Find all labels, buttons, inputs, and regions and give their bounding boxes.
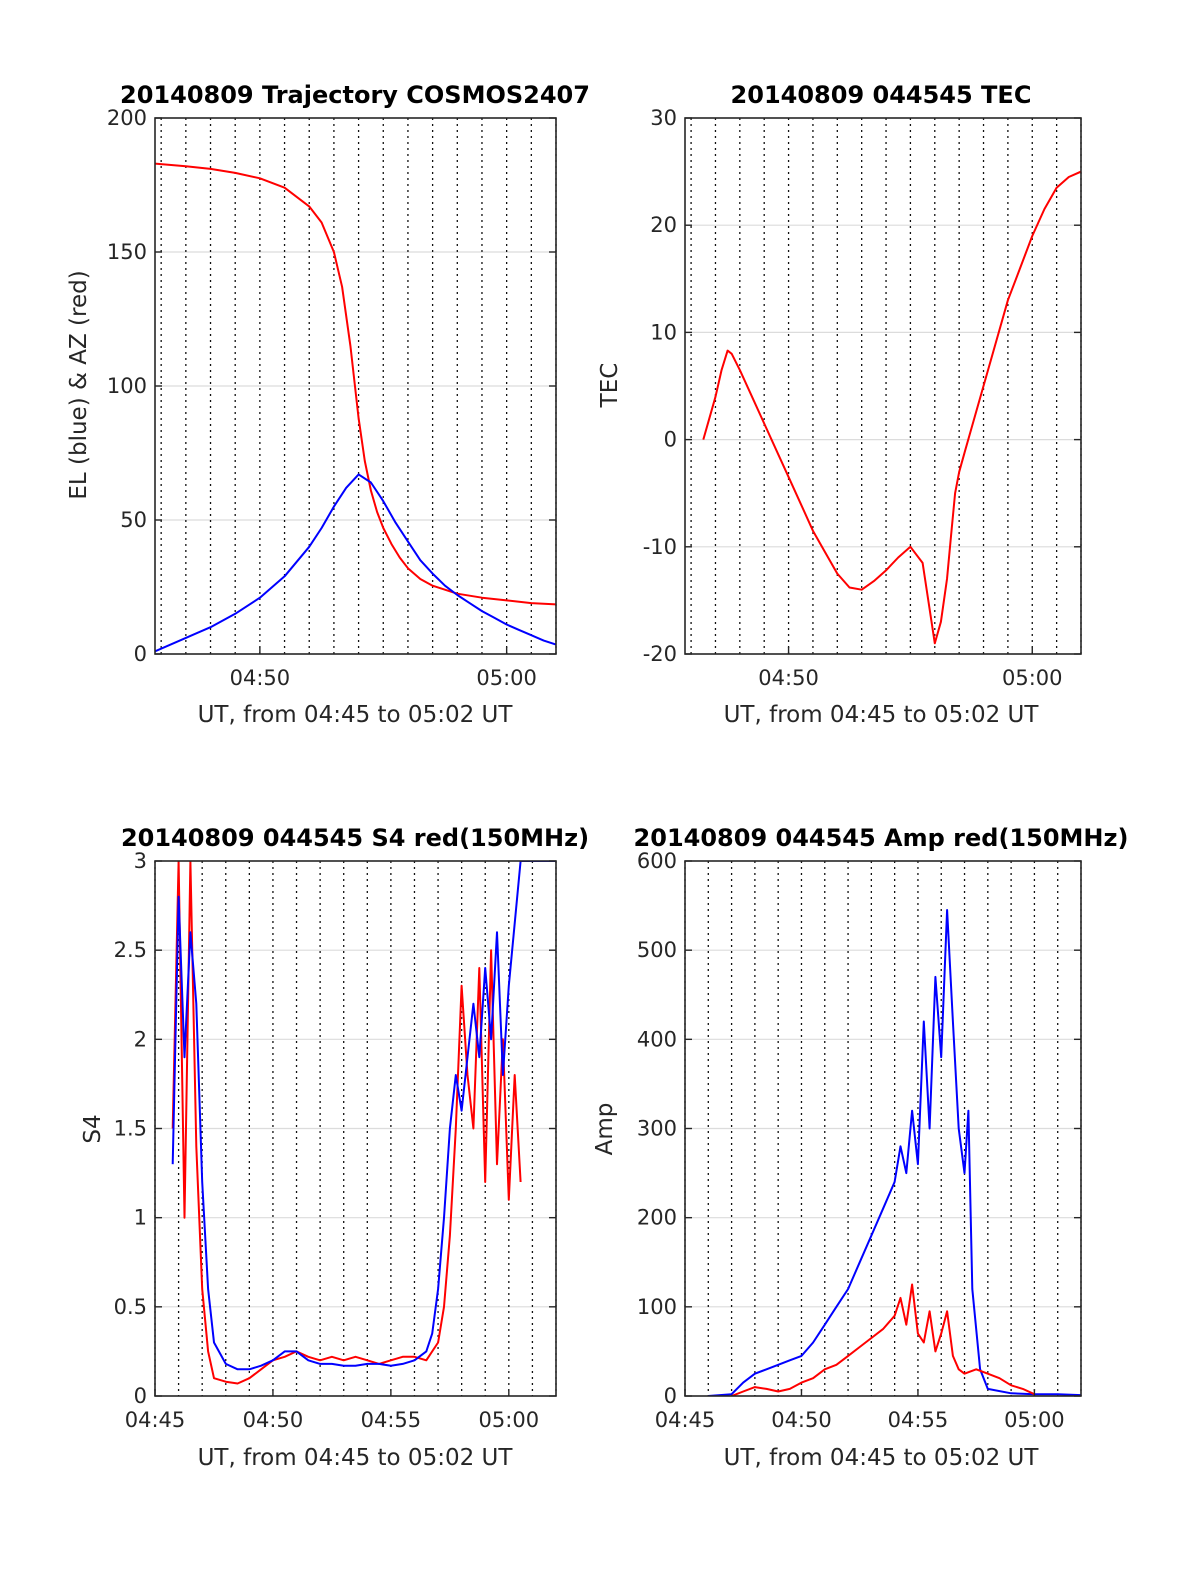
chart-title: 20140809 Trajectory COSMOS2407 — [120, 81, 590, 109]
x-tick-label: 04:45 — [125, 1408, 186, 1432]
series-line-blue — [708, 909, 1081, 1396]
y-tick-label: 2.5 — [114, 938, 147, 962]
x-tick-label: 05:00 — [1004, 1408, 1065, 1432]
x-tick-label: 04:50 — [243, 1408, 304, 1432]
x-tick-label: 04:50 — [758, 666, 819, 690]
series-line-el — [155, 473, 556, 653]
chart-title: 20140809 044545 TEC — [731, 81, 1032, 109]
y-tick-label: 600 — [637, 849, 677, 873]
y-tick-label: -10 — [643, 535, 677, 559]
y-tick-label: 500 — [637, 938, 677, 962]
y-tick-label: 1.5 — [114, 1117, 147, 1141]
x-tick-label: 04:50 — [230, 666, 291, 690]
chart-s4: 20140809 044545 S4 red(150MHz) UT, from … — [80, 824, 589, 1471]
series-line-tec — [702, 170, 1081, 645]
y-tick-label: 100 — [637, 1295, 677, 1319]
y-tick-label: 30 — [650, 106, 677, 130]
chart-amp: 20140809 044545 Amp red(150MHz) UT, from… — [592, 824, 1128, 1471]
series-line-blue — [171, 861, 556, 1371]
x-tick-label: 04:50 — [771, 1408, 832, 1432]
y-tick-label: 200 — [637, 1206, 677, 1230]
y-tick-label: 0.5 — [114, 1295, 147, 1319]
x-axis-label: UT, from 04:45 to 05:02 UT — [198, 702, 514, 728]
y-tick-label: 300 — [637, 1117, 677, 1141]
y-tick-label: 400 — [637, 1027, 677, 1051]
y-tick-label: -20 — [643, 642, 677, 666]
chart-trajectory: 20140809 Trajectory COSMOS2407 UT, from … — [66, 81, 590, 728]
y-tick-label: 150 — [107, 240, 147, 264]
y-tick-label: 0 — [134, 1384, 147, 1408]
y-tick-label: 2 — [134, 1027, 147, 1051]
plot-frame — [684, 117, 1082, 655]
y-tick-label: 20 — [650, 213, 677, 237]
chart-title: 20140809 044545 S4 red(150MHz) — [121, 824, 589, 852]
x-tick-label: 04:45 — [655, 1408, 716, 1432]
x-tick-label: 05:00 — [476, 666, 537, 690]
x-axis-label: UT, from 04:45 to 05:02 UT — [724, 702, 1040, 728]
y-axis-label: EL (blue) & AZ (red) — [66, 270, 92, 499]
y-tick-label: 3 — [134, 849, 147, 873]
y-tick-label: 100 — [107, 374, 147, 398]
series-line-az — [155, 162, 556, 606]
y-tick-label: 1 — [134, 1206, 147, 1230]
y-tick-label: 0 — [134, 642, 147, 666]
x-tick-label: 05:00 — [1002, 666, 1063, 690]
x-axis-label: UT, from 04:45 to 05:02 UT — [198, 1445, 514, 1471]
x-tick-label: 05:00 — [479, 1408, 540, 1432]
series-line-red — [731, 1283, 1035, 1396]
y-axis-label: S4 — [80, 1114, 106, 1143]
x-tick-label: 04:55 — [361, 1408, 422, 1432]
y-tick-label: 50 — [120, 508, 147, 532]
y-tick-label: 200 — [107, 106, 147, 130]
y-tick-label: 0 — [664, 428, 677, 452]
y-axis-label: TEC — [597, 363, 623, 409]
series-line-red — [171, 861, 522, 1385]
y-axis-label: Amp — [592, 1103, 618, 1156]
chart-title: 20140809 044545 Amp red(150MHz) — [634, 824, 1129, 852]
chart-tec: 20140809 044545 TEC UT, from 04:45 to 05… — [597, 81, 1082, 728]
y-tick-label: 0 — [664, 1384, 677, 1408]
x-axis-label: UT, from 04:45 to 05:02 UT — [724, 1445, 1040, 1471]
y-tick-label: 10 — [650, 320, 677, 344]
x-tick-label: 04:55 — [888, 1408, 949, 1432]
